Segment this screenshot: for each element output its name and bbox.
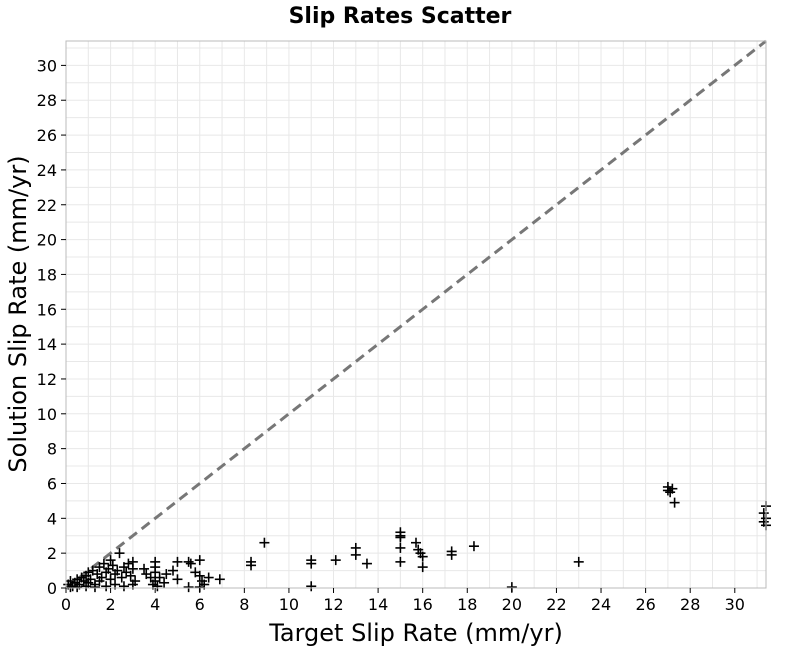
data-point xyxy=(306,581,317,592)
data-point xyxy=(72,582,83,593)
y-tick-label: 14 xyxy=(37,335,57,354)
data-point xyxy=(669,497,680,508)
data-point xyxy=(667,483,678,494)
data-point xyxy=(361,558,372,569)
data-point xyxy=(306,558,317,569)
data-point xyxy=(139,563,150,574)
points-layer xyxy=(63,481,771,593)
plot-frame xyxy=(65,40,767,589)
data-point xyxy=(107,560,118,571)
x-tick-label: 10 xyxy=(279,595,299,614)
x-tick-label: 2 xyxy=(105,595,115,614)
data-point xyxy=(214,574,225,585)
data-point xyxy=(159,577,170,588)
y-tick-label: 24 xyxy=(37,161,57,180)
data-point xyxy=(417,562,428,573)
x-tick-label: 22 xyxy=(546,595,566,614)
data-point xyxy=(172,574,183,585)
x-tick-label: 20 xyxy=(502,595,522,614)
data-point xyxy=(168,565,179,576)
data-point xyxy=(446,549,457,560)
data-point xyxy=(105,555,116,566)
data-point xyxy=(118,581,129,592)
y-tick-label: 2 xyxy=(47,544,57,563)
data-point xyxy=(105,574,116,585)
data-point xyxy=(350,549,361,560)
data-point xyxy=(83,567,94,578)
x-tick-label: 6 xyxy=(195,595,205,614)
data-point xyxy=(183,582,194,593)
data-point xyxy=(662,485,673,496)
y-tick-label: 30 xyxy=(37,56,57,75)
grid-layer xyxy=(66,41,766,588)
x-tick-label: 28 xyxy=(680,595,700,614)
data-point xyxy=(573,556,584,567)
x-tick-label: 0 xyxy=(61,595,71,614)
data-point xyxy=(468,541,479,552)
y-tick-label: 18 xyxy=(37,265,57,284)
x-tick-label: 14 xyxy=(368,595,388,614)
data-point xyxy=(101,581,112,592)
data-point xyxy=(161,569,172,580)
data-point xyxy=(395,532,406,543)
data-point xyxy=(96,572,107,583)
y-axis-label: Solution Slip Rate (mm/yr) xyxy=(4,155,32,472)
y-tick-label: 12 xyxy=(37,370,57,389)
data-point xyxy=(98,558,109,569)
data-point xyxy=(125,570,136,581)
reference-line-y-equals-x xyxy=(65,39,767,590)
y-tick-label: 6 xyxy=(47,474,57,493)
y-tick-label: 8 xyxy=(47,440,57,459)
y-tick-label: 4 xyxy=(47,509,57,528)
x-tick-label: 24 xyxy=(591,595,611,614)
data-point xyxy=(194,555,205,566)
y-tick-label: 0 xyxy=(47,579,57,598)
x-tick-label: 8 xyxy=(239,595,249,614)
data-point xyxy=(85,574,96,585)
data-point xyxy=(417,551,428,562)
y-tick-label: 20 xyxy=(37,231,57,250)
data-point xyxy=(172,556,183,567)
data-point xyxy=(246,560,257,571)
data-point xyxy=(395,542,406,553)
data-point xyxy=(395,556,406,567)
data-point xyxy=(185,558,196,569)
data-point xyxy=(116,572,127,583)
chart-title: Slip Rates Scatter xyxy=(289,4,512,29)
x-axis-ticks: 0 2 4 6 8 10 12 14 16 18 20 22 24 26 28 30 xyxy=(61,588,745,614)
data-point xyxy=(411,537,421,548)
x-tick-label: 4 xyxy=(150,595,160,614)
data-point xyxy=(758,508,769,519)
x-axis-label: Target Slip Rate (mm/yr) xyxy=(268,619,563,647)
y-tick-label: 10 xyxy=(37,405,57,424)
x-tick-label: 16 xyxy=(413,595,433,614)
y-tick-label: 16 xyxy=(37,300,57,319)
data-point xyxy=(89,582,100,593)
y-tick-label: 28 xyxy=(37,91,57,110)
data-point xyxy=(194,570,205,581)
y-tick-label: 22 xyxy=(37,196,57,215)
data-point xyxy=(81,581,92,592)
data-point xyxy=(330,555,341,566)
data-point xyxy=(154,572,165,583)
data-point xyxy=(203,572,214,583)
x-tick-label: 18 xyxy=(457,595,477,614)
data-point xyxy=(127,563,138,574)
data-point xyxy=(259,537,270,548)
data-point xyxy=(123,558,134,569)
data-point xyxy=(183,556,194,567)
data-point xyxy=(152,581,163,592)
data-point xyxy=(78,576,89,587)
data-point xyxy=(112,565,123,576)
data-point xyxy=(114,548,125,559)
x-tick-label: 26 xyxy=(635,595,655,614)
y-tick-label: 26 xyxy=(37,126,57,145)
x-tick-label: 30 xyxy=(725,595,745,614)
data-point xyxy=(150,567,161,578)
x-tick-label: 12 xyxy=(323,595,343,614)
